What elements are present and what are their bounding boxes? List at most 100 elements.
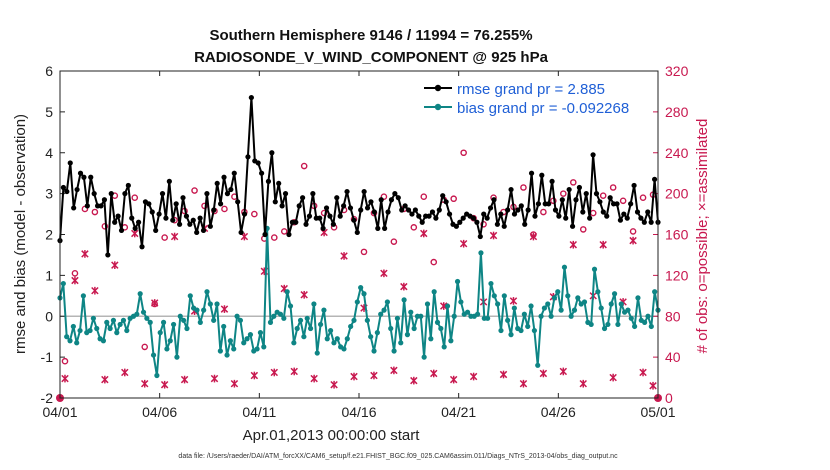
bias-point (438, 325, 444, 332)
bias-point (328, 327, 334, 334)
rmse-point (525, 207, 531, 213)
obs-possible-point (639, 194, 647, 202)
obs-assimilated-point (210, 374, 219, 383)
rmse-point (368, 199, 374, 205)
rmse-point (296, 203, 302, 209)
bias-point (591, 266, 598, 272)
rmse-point (651, 176, 658, 182)
rmse-point (388, 197, 395, 203)
obs-assimilated-point (649, 381, 657, 390)
bias-point (474, 311, 481, 317)
rmse-point (638, 215, 644, 221)
rmse-point (122, 191, 128, 197)
y2-axis-label: # of obs: o=possible; ×=assimilated (694, 119, 711, 354)
bias-point (444, 303, 451, 309)
rmse-point (218, 201, 224, 207)
obs-possible-point (61, 357, 69, 365)
bias-point (421, 354, 427, 360)
rmse-point (323, 205, 330, 211)
legend-rmse-label: rmse grand pr = 2.885 (457, 81, 605, 98)
bias-point (104, 319, 110, 325)
obs-assimilated-point (370, 371, 378, 380)
rmse-point (409, 211, 415, 217)
rmse-point (354, 229, 360, 236)
obs-assimilated-point (629, 236, 637, 245)
rmse-point (494, 221, 500, 227)
rmse-point (139, 244, 145, 250)
bias-point (505, 317, 511, 323)
bias-point (261, 344, 267, 350)
obs-possible-point (410, 224, 418, 231)
bias-point (541, 305, 548, 311)
rmse-point (481, 211, 487, 217)
rmse-point (426, 213, 432, 219)
obs-possible-point (390, 238, 398, 245)
bias-point (334, 336, 340, 342)
rmse-point (518, 203, 524, 209)
obs-assimilated-point (150, 299, 159, 307)
bias-point (60, 280, 66, 287)
bias-point (170, 321, 177, 328)
obs-assimilated-point (529, 232, 538, 241)
x-tick-label: 04/11 (242, 404, 276, 420)
bias-point (535, 362, 541, 368)
rmse-point (282, 191, 289, 197)
rmse-point (221, 174, 227, 180)
obs-assimilated-point (330, 380, 338, 389)
rmse-point (286, 231, 292, 238)
rmse-point (317, 215, 323, 221)
rmse-point (248, 94, 254, 101)
bias-point (348, 323, 354, 330)
bias-point (214, 301, 220, 307)
x-tick-label: 04/26 (541, 404, 576, 420)
x-tick-label: 04/21 (441, 404, 476, 420)
bias-point (311, 301, 317, 307)
bias-point (605, 321, 611, 328)
rmse-point (146, 201, 152, 207)
x-tick-label: 04/16 (341, 404, 376, 420)
obs-possible-point (251, 210, 258, 218)
rmse-point (593, 191, 600, 197)
rmse-point (358, 207, 364, 213)
bias-point (204, 289, 210, 295)
rmse-point (552, 207, 559, 213)
obs-possible-point (579, 226, 587, 233)
bias-point (434, 319, 441, 325)
obs-possible-point (91, 208, 99, 216)
y-tick-label: -2 (41, 390, 54, 406)
bias-point (561, 264, 568, 270)
rmse-point (628, 201, 634, 207)
bias-point (404, 332, 411, 338)
rmse-point (569, 223, 576, 229)
bias-point (364, 317, 370, 323)
obs-possible-point (599, 192, 607, 199)
rmse-point (265, 178, 272, 184)
rmse-point (115, 213, 121, 219)
rmse-point (600, 209, 606, 215)
rmse-point (310, 191, 316, 197)
bias-point (381, 307, 387, 313)
rmse-point (238, 229, 244, 236)
rmse-point (84, 203, 90, 209)
bias-point (635, 295, 641, 301)
rmse-point (607, 195, 613, 201)
obs-assimilated-point (639, 368, 647, 377)
bias-point (394, 315, 401, 321)
rmse-point (487, 205, 494, 211)
rmse-point (443, 199, 449, 205)
rmse-point (498, 211, 504, 217)
bias-point (241, 340, 247, 346)
obs-assimilated-point (569, 240, 578, 249)
rmse-point (460, 215, 466, 221)
obs-possible-point (420, 193, 428, 200)
rmse-point (566, 186, 572, 193)
rmse-point (429, 209, 436, 215)
bias-point (207, 301, 213, 307)
rmse-point (105, 252, 111, 258)
bias-point (601, 325, 608, 332)
legend-rmse-marker (434, 84, 442, 92)
bias-point (518, 327, 524, 334)
bias-point (371, 348, 377, 354)
bias-point (451, 313, 457, 319)
bias-point (160, 319, 167, 325)
